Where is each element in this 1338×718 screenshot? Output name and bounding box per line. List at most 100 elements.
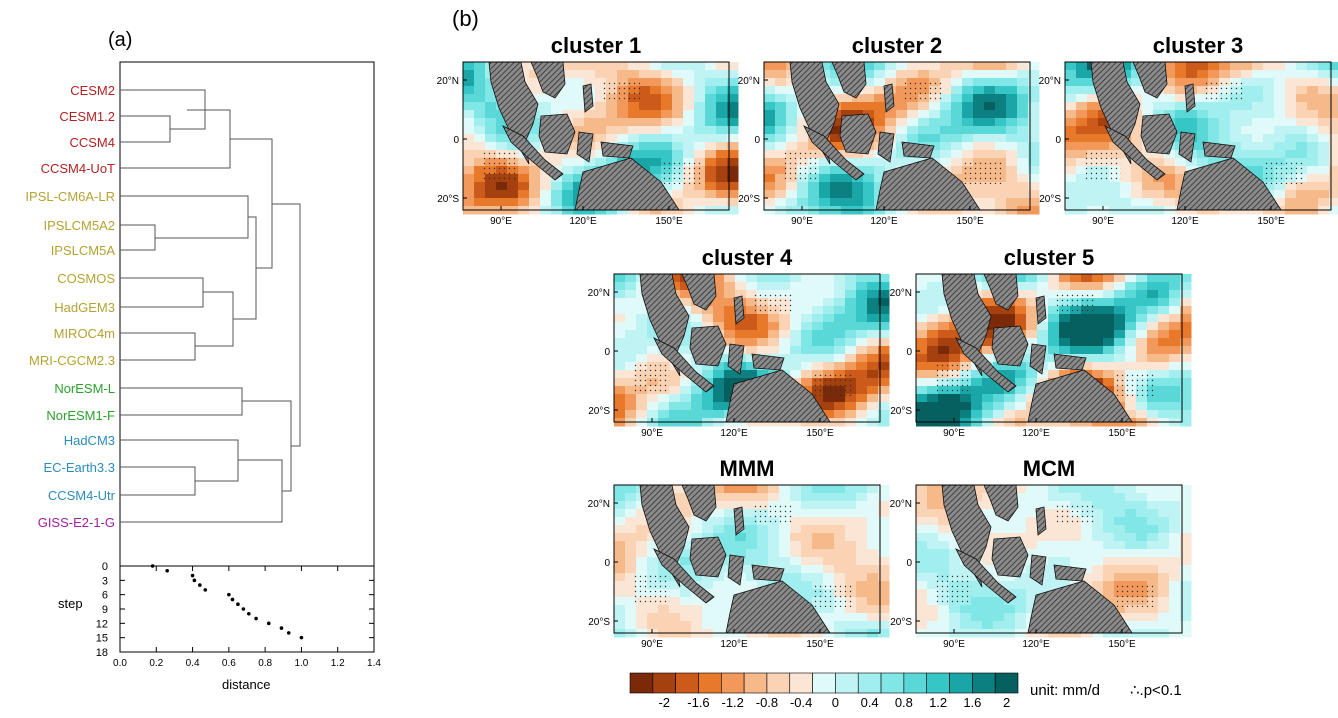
map-cell: [1147, 621, 1159, 630]
map-cell: [927, 386, 939, 395]
map-cell: [614, 573, 626, 582]
lon-label: 150°E: [806, 428, 834, 439]
model-label: NorESM-L: [54, 381, 115, 396]
map-cell: [1263, 182, 1275, 191]
map-cell: [812, 354, 824, 363]
map-cell: [1092, 346, 1104, 355]
map-cell: [518, 182, 530, 191]
map-cell: [940, 70, 952, 79]
map-cell: [940, 86, 952, 95]
map-cell: [1114, 501, 1126, 510]
map-cell: [938, 517, 950, 526]
map-cell: [940, 78, 952, 87]
map-cell: [819, 166, 831, 175]
map-cell: [661, 118, 673, 127]
map-cell: [724, 509, 736, 518]
map-cell: [801, 346, 813, 355]
map-cell: [1059, 322, 1071, 331]
map-cell: [971, 597, 983, 606]
map-cell: [1017, 182, 1029, 191]
map-cell: [863, 62, 875, 71]
map-cell: [628, 118, 640, 127]
map-cell: [982, 298, 994, 307]
colorbar-tick-label: 2: [1003, 695, 1010, 710]
map-cell: [812, 322, 824, 331]
map-cell: [1169, 541, 1181, 550]
map-cell: [724, 605, 736, 614]
colorbar-tick-label: 0.8: [895, 695, 913, 710]
map-cell: [1028, 182, 1040, 191]
map-cell: [801, 573, 813, 582]
map-cell: [823, 557, 835, 566]
map-cell: [927, 362, 939, 371]
data-point: [247, 611, 251, 616]
map-cell: [916, 354, 928, 363]
map-cell: [951, 86, 963, 95]
map-cell: [995, 110, 1007, 119]
map-cell: [993, 533, 1005, 542]
model-label: COSMOS: [57, 271, 115, 286]
map-cell: [1114, 322, 1126, 331]
map-cell: [1153, 150, 1165, 159]
map-cell: [786, 182, 798, 191]
map-cell: [1131, 174, 1143, 183]
lat-label: 0: [1055, 135, 1061, 146]
x-tick-label: 0.8: [258, 658, 272, 669]
map-cell: [672, 62, 684, 71]
map-cell: [1087, 134, 1099, 143]
map-cell: [1006, 70, 1018, 79]
map-cell: [962, 102, 974, 111]
map-cell: [1307, 174, 1319, 183]
colorbar-tick-label: -1.2: [722, 695, 744, 710]
map-cell: [658, 613, 670, 622]
map-cell: [1296, 70, 1308, 79]
map-cell: [713, 378, 725, 387]
x-axis-label: distance: [222, 677, 270, 692]
map-cell: [1125, 322, 1137, 331]
map-cell: [669, 410, 681, 419]
lon-label: 90°E: [943, 639, 965, 650]
map-cell: [1114, 557, 1126, 566]
map-cell: [680, 597, 692, 606]
map-cell: [1120, 166, 1132, 175]
map-cell: [1065, 142, 1077, 151]
map-cell: [463, 78, 475, 87]
map-cell: [1114, 274, 1126, 283]
map-cell: [867, 501, 879, 510]
map-cell: [1142, 150, 1154, 159]
map-cell: [625, 605, 637, 614]
map-cell: [1015, 386, 1027, 395]
map-cell: [993, 386, 1005, 395]
map-cell: [713, 402, 725, 411]
map-cell: [1103, 549, 1115, 558]
map-cell: [1318, 118, 1330, 127]
map-cell: [1296, 190, 1308, 199]
map-cell: [845, 621, 857, 630]
map-cell: [694, 190, 706, 199]
map-cell: [1175, 174, 1187, 183]
map-cell: [1158, 314, 1170, 323]
map-cell: [562, 174, 574, 183]
map-cell: [984, 110, 996, 119]
map-cell: [705, 190, 717, 199]
map-cell: [812, 330, 824, 339]
map-cell: [625, 370, 637, 379]
map-cell: [628, 142, 640, 151]
map-cell: [993, 314, 1005, 323]
map-cell: [746, 362, 758, 371]
map-cell: [984, 190, 996, 199]
map-cell: [661, 126, 673, 135]
map-cell: [1017, 134, 1029, 143]
map-cell: [1274, 62, 1286, 71]
map-cell: [916, 581, 928, 590]
map-cell: [775, 198, 787, 207]
map-cell: [573, 118, 585, 127]
map-cell: [951, 118, 963, 127]
map-cell: [727, 134, 739, 143]
map-cell: [779, 346, 791, 355]
map-cell: [647, 410, 659, 419]
map-cell: [1197, 102, 1209, 111]
map-cell: [1158, 525, 1170, 534]
map-cell: [1017, 94, 1029, 103]
map-cell: [1037, 330, 1049, 339]
